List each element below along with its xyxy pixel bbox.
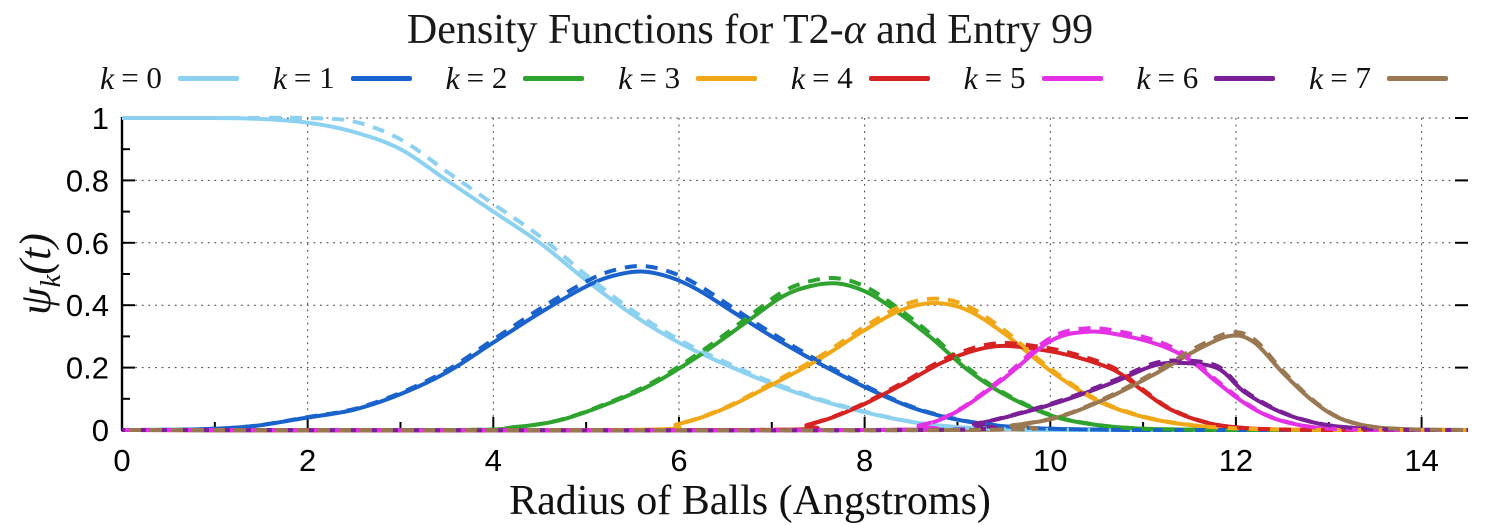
legend-item: k = 6 [1136,59,1276,97]
legend-swatch-line [1386,75,1448,81]
x-tick-label: 6 [670,443,687,478]
title-post: and Entry 99 [865,7,1094,53]
legend-swatch-line [350,75,412,81]
chart-title: Density Functions for T2-α and Entry 99 [0,6,1500,54]
legend-item-value: = 5 [984,60,1026,95]
legend-item-var: k [963,59,978,96]
legend-item-var: k [445,59,460,96]
y-tick-label: 0.2 [66,351,109,386]
y-tick-label: 0.6 [66,226,109,261]
title-alpha: α [843,7,866,53]
legend-item: k = 7 [1309,60,1448,97]
y-tick-label: 0.4 [66,288,109,323]
legend-swatch-line [1041,75,1103,81]
series-line-dashed-k=1 [121,263,1469,433]
x-tick-label: 0 [113,443,130,478]
legend-item-value: = 3 [639,60,681,95]
series-line-dashed-k=3 [121,296,1469,433]
ylabel-args: (t) [11,233,60,275]
legend-item-value: = 6 [1157,60,1199,95]
legend-item: k = 3 [618,59,758,97]
x-tick-label: 10 [1033,443,1067,478]
y-tick-label: 1 [92,101,109,136]
legend-item: k = 2 [445,59,585,97]
legend-item-var: k [100,59,115,96]
ylabel-sub: k [34,274,67,288]
legend-swatch-line [177,75,239,81]
y-axis-label: ψk(t) [10,124,67,424]
legend-item: k = 4 [791,60,930,97]
x-tick-label: 12 [1219,443,1253,478]
x-axis-label: Radius of Balls (Angstroms) [509,478,991,524]
legend-item-value: = 2 [466,60,508,95]
x-tick-label: 4 [485,443,502,478]
ylabel-psi: ψ [11,287,60,315]
legend-item-var: k [1136,59,1151,96]
legend-swatch-line [868,75,930,81]
legend-swatch-line [523,75,585,81]
legend-item-var: k [1309,59,1324,96]
legend-item: k = 0 [100,60,239,97]
legend-item-var: k [272,59,287,96]
legend-item-value: = 4 [812,60,853,95]
legend-item-value: = 0 [121,60,162,95]
legend-swatch-line [696,75,758,81]
x-tick-label: 14 [1404,443,1438,478]
y-tick-label: 0.8 [66,163,109,198]
series-line-dashed-k=0 [122,115,1469,433]
series-line-dashed-k=7 [121,330,1469,433]
legend-item-var: k [618,59,633,96]
series-line-dashed-k=6 [121,358,1469,433]
series-line-solid-k=0 [121,115,1469,433]
legend-item-value: = 1 [293,60,335,95]
x-tick-label: 8 [856,443,873,478]
legend-item-value: = 7 [1330,60,1371,95]
legend-item: k = 1 [273,60,412,97]
y-tick-label: 0 [92,413,109,448]
legend-item-var: k [790,59,806,96]
x-tick-label: 2 [299,443,316,478]
legend-swatch-line [1214,75,1276,81]
legend-item: k = 5 [964,60,1103,97]
series-line-dashed-k=2 [121,276,1469,433]
title-pre: Density Functions for T2- [406,7,844,53]
legend: k = 0 k = 1 k = 2 k = 3 k = 4 k = 5 k = 6 k = 7 [100,57,1448,99]
series-line-solid-k=4 [121,343,1469,433]
series-line-solid-k=3 [121,301,1469,433]
